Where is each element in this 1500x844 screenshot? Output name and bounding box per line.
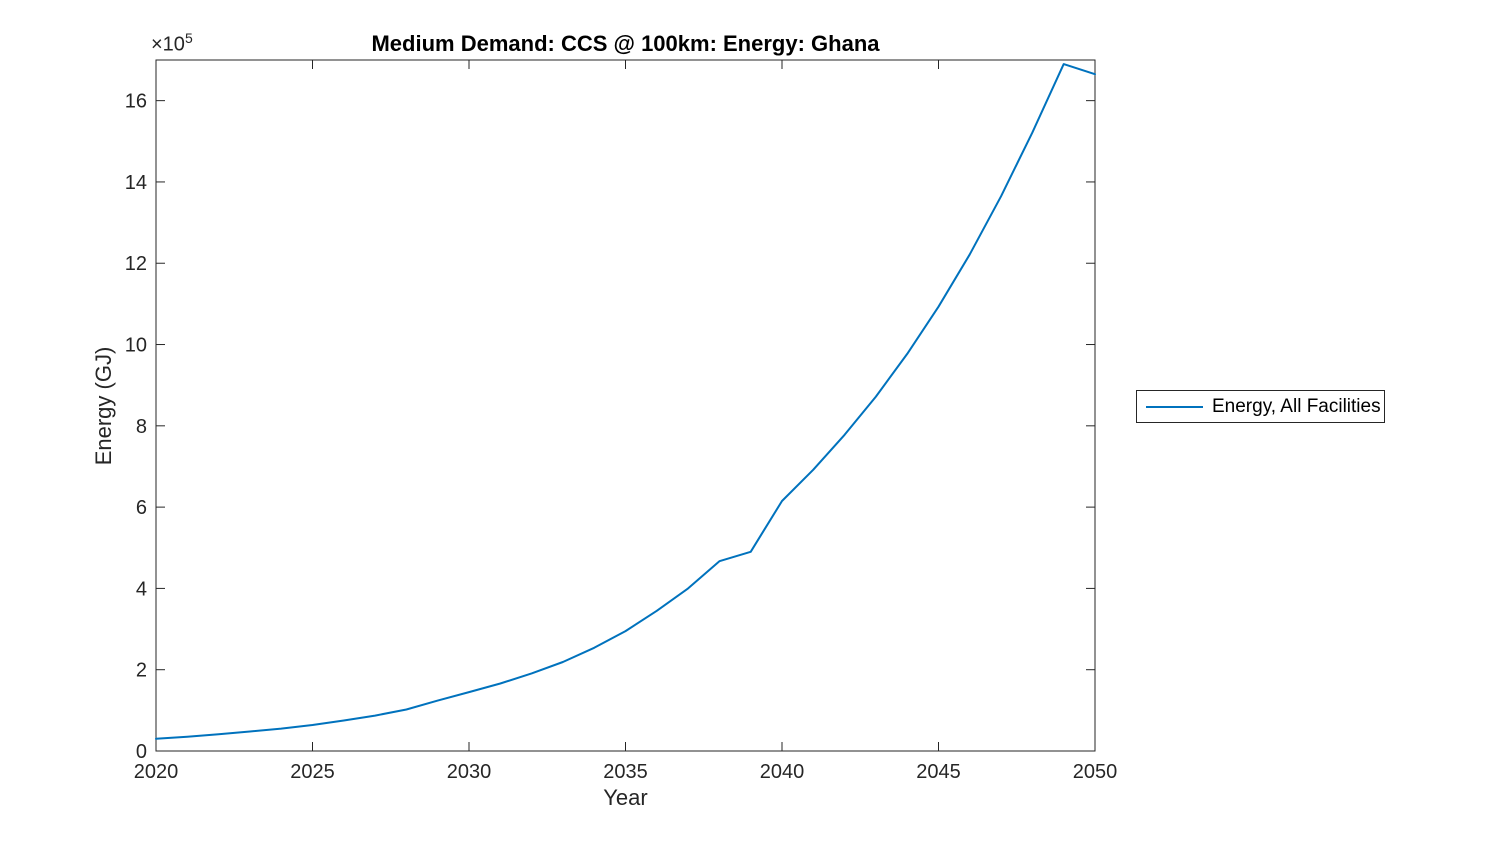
y-tick-label: 6 bbox=[136, 497, 147, 519]
x-tick-label: 2040 bbox=[760, 761, 805, 783]
y-tick-label: 8 bbox=[136, 416, 147, 438]
y-tick-label: 2 bbox=[136, 660, 147, 682]
x-tick-label: 2020 bbox=[134, 761, 179, 783]
y-tick-label: 4 bbox=[136, 578, 147, 600]
x-tick-label: 2035 bbox=[603, 761, 648, 783]
x-tick-label: 2025 bbox=[290, 761, 335, 783]
y-tick-label: 14 bbox=[125, 172, 147, 194]
x-axis-label: Year bbox=[603, 785, 648, 810]
y-tick-label: 12 bbox=[125, 253, 147, 275]
y-axis-exponent-base: ×10 bbox=[151, 33, 185, 56]
y-axis-exponent-power: 5 bbox=[184, 30, 193, 46]
axes-box bbox=[155, 59, 1096, 752]
y-tick-label: 16 bbox=[125, 91, 147, 113]
x-tick-label: 2045 bbox=[916, 761, 961, 783]
legend[interactable]: Energy, All Facilities bbox=[1136, 390, 1385, 423]
y-axis-exponent-label: ×105 bbox=[151, 30, 193, 57]
legend-line-sample bbox=[1146, 405, 1203, 408]
legend-entry-label: Energy, All Facilities bbox=[1212, 395, 1381, 417]
chart-title: Medium Demand: CCS @ 100km: Energy: Ghan… bbox=[371, 31, 880, 56]
y-tick-label: 0 bbox=[136, 741, 147, 763]
y-tick-label: 10 bbox=[125, 335, 147, 357]
data-line bbox=[155, 63, 1096, 740]
x-tick-label: 2050 bbox=[1073, 761, 1118, 783]
x-tick-label: 2030 bbox=[447, 761, 492, 783]
